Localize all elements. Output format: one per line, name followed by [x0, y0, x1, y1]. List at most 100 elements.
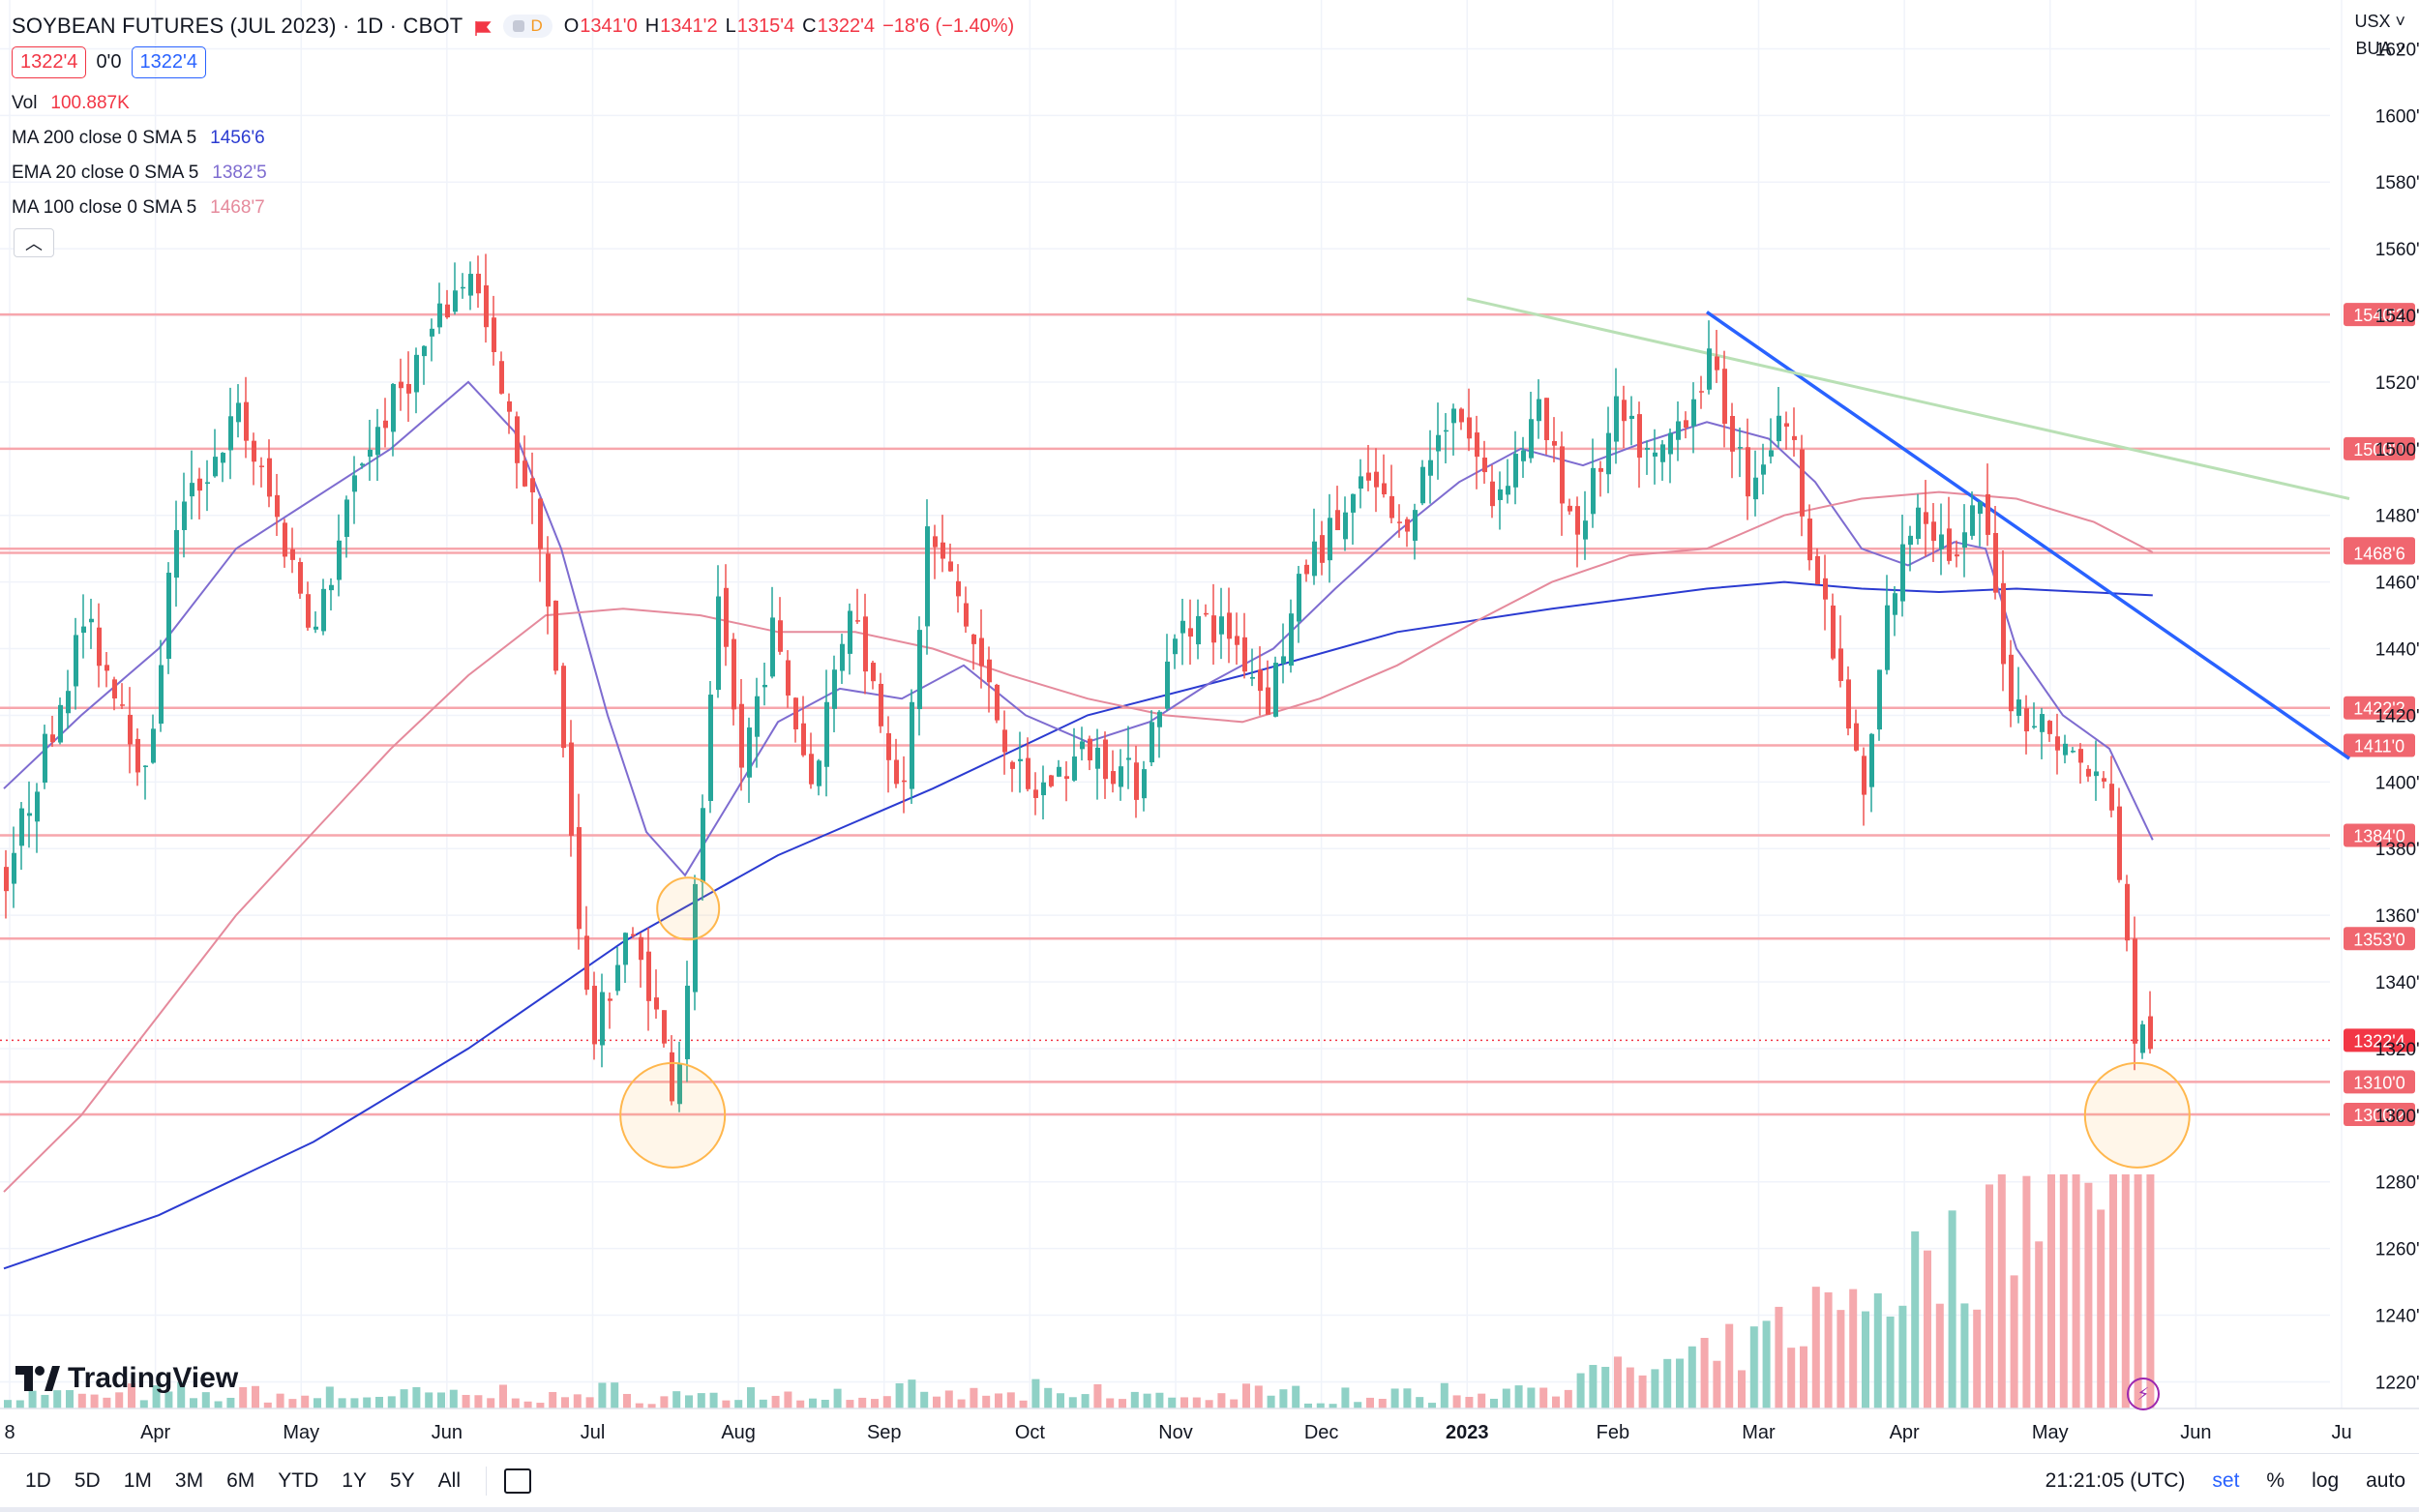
tradingview-logo-icon	[15, 1366, 60, 1391]
candle-body	[259, 465, 264, 467]
volume-bar	[2072, 1174, 2080, 1408]
range-1y-button[interactable]: 1Y	[342, 1469, 367, 1492]
currency-label[interactable]: USX	[2354, 12, 2391, 31]
candle-body	[523, 460, 527, 487]
candle-body	[701, 808, 705, 883]
high-value: 1341'2	[660, 15, 718, 37]
range-5d-button[interactable]: 5D	[74, 1469, 101, 1492]
candle-body	[1962, 532, 1967, 548]
candle-body	[1018, 758, 1023, 761]
range-all-button[interactable]: All	[437, 1469, 461, 1492]
tradingview-logo[interactable]: TradingView	[15, 1362, 238, 1395]
level-label-box	[2344, 1070, 2415, 1094]
candle-body	[1289, 613, 1294, 667]
candle-body	[1351, 493, 1356, 513]
candle-body	[987, 659, 992, 683]
candle-body	[492, 317, 496, 352]
session-button[interactable]: set	[2212, 1469, 2240, 1492]
candle-body	[1637, 414, 1642, 459]
collapse-legend-button[interactable]: ︿	[14, 228, 54, 257]
candle-body	[298, 561, 303, 594]
time-tick-label: May	[283, 1422, 319, 1443]
volume-bar	[276, 1393, 284, 1408]
unit-label[interactable]: BUA	[2355, 39, 2391, 58]
candle-body	[964, 603, 969, 627]
lightning-icon[interactable]: ⚡	[2127, 1378, 2160, 1410]
flag-icon[interactable]	[474, 17, 492, 36]
candle-body	[1993, 532, 1998, 593]
indicator-value: 1468'7	[210, 197, 265, 218]
close-value: 1322'4	[817, 15, 876, 37]
range-1d-button[interactable]: 1D	[25, 1469, 51, 1492]
candle-body	[979, 637, 984, 667]
volume-bar	[722, 1400, 731, 1408]
range-ytd-button[interactable]: YTD	[278, 1469, 319, 1492]
candle-body	[1947, 528, 1952, 561]
indicator-ma200[interactable]: MA 200 close 0 SMA 5 1456'6	[12, 128, 265, 149]
volume-bar	[201, 1392, 210, 1408]
indicator-volume[interactable]: Vol 100.887K	[12, 93, 130, 114]
volume-bar	[1687, 1346, 1696, 1408]
indicator-ma100[interactable]: MA 100 close 0 SMA 5 1468'7	[12, 197, 265, 219]
volume-bar	[1341, 1387, 1350, 1408]
volume-bar	[1168, 1397, 1177, 1408]
percent-scale-button[interactable]: %	[2266, 1469, 2285, 1492]
level-label: 1353'0	[2353, 930, 2405, 949]
market-status-pill[interactable]: D	[503, 15, 552, 38]
candle-body	[236, 402, 241, 423]
candle-body	[1389, 495, 1394, 519]
clock-readout[interactable]: 21:21:05 (UTC)	[2045, 1469, 2186, 1492]
price-tick-label: 1580'0	[2375, 173, 2419, 193]
candle-body	[1405, 519, 1410, 532]
range-1m-button[interactable]: 1M	[123, 1469, 152, 1492]
auto-scale-button[interactable]: auto	[2366, 1469, 2405, 1492]
calendar-icon[interactable]	[504, 1468, 531, 1494]
volume-bar	[858, 1397, 867, 1408]
volume-bar	[1390, 1388, 1399, 1408]
candle-body	[577, 827, 582, 930]
volume-bar	[164, 1391, 173, 1408]
candle-body	[1103, 739, 1108, 780]
candle-body	[956, 580, 961, 597]
symbol-title[interactable]: SOYBEAN FUTURES (JUL 2023) · 1D · CBOT	[12, 14, 463, 38]
volume-bar	[1948, 1210, 1956, 1408]
range-3m-button[interactable]: 3M	[174, 1469, 204, 1492]
volume-bar	[1230, 1399, 1239, 1408]
candle-body	[995, 684, 1000, 721]
log-scale-button[interactable]: log	[2312, 1469, 2340, 1492]
candle-body	[917, 630, 922, 710]
trendline	[1706, 311, 2350, 760]
buy-button[interactable]: 1322'4	[131, 46, 206, 78]
volume-bar	[2010, 1275, 2018, 1408]
candle-body	[1986, 493, 1990, 535]
volume-bar	[226, 1397, 235, 1408]
price-tick-label: 1360'0	[2375, 906, 2419, 927]
volume-bar	[561, 1397, 569, 1408]
indicator-name: EMA 20 close 0 SMA 5	[12, 163, 199, 183]
candle-body	[840, 643, 845, 671]
volume-bar	[77, 1393, 86, 1408]
candle-body	[1359, 476, 1363, 489]
range-6m-button[interactable]: 6M	[226, 1469, 255, 1492]
volume-bar	[152, 1385, 161, 1408]
candle-body	[221, 453, 225, 463]
candle-body	[1010, 761, 1015, 769]
candle-body	[538, 498, 543, 549]
candle-body	[1629, 415, 1634, 419]
level-label: 1310'0	[2353, 1073, 2405, 1092]
volume-bar	[2134, 1174, 2142, 1408]
volume-bar	[474, 1395, 483, 1408]
candle-body	[615, 964, 620, 992]
candle-body	[1591, 467, 1596, 515]
candle-body	[631, 934, 636, 936]
candle-body	[561, 666, 566, 749]
volume-bar	[1676, 1358, 1684, 1408]
axis-settings[interactable]: USX ˅ BUA ˅	[2354, 8, 2405, 62]
sell-button[interactable]: 1322'4	[12, 46, 87, 78]
indicator-ema20[interactable]: EMA 20 close 0 SMA 5 1382'5	[12, 163, 267, 184]
candle-body	[646, 951, 651, 1001]
volume-bar	[920, 1391, 929, 1408]
price-chart[interactable]: 1540'21500'01470'01468'61422'21411'01384…	[0, 0, 2419, 1451]
range-5y-button[interactable]: 5Y	[389, 1469, 415, 1492]
level-label-box	[2344, 823, 2415, 847]
